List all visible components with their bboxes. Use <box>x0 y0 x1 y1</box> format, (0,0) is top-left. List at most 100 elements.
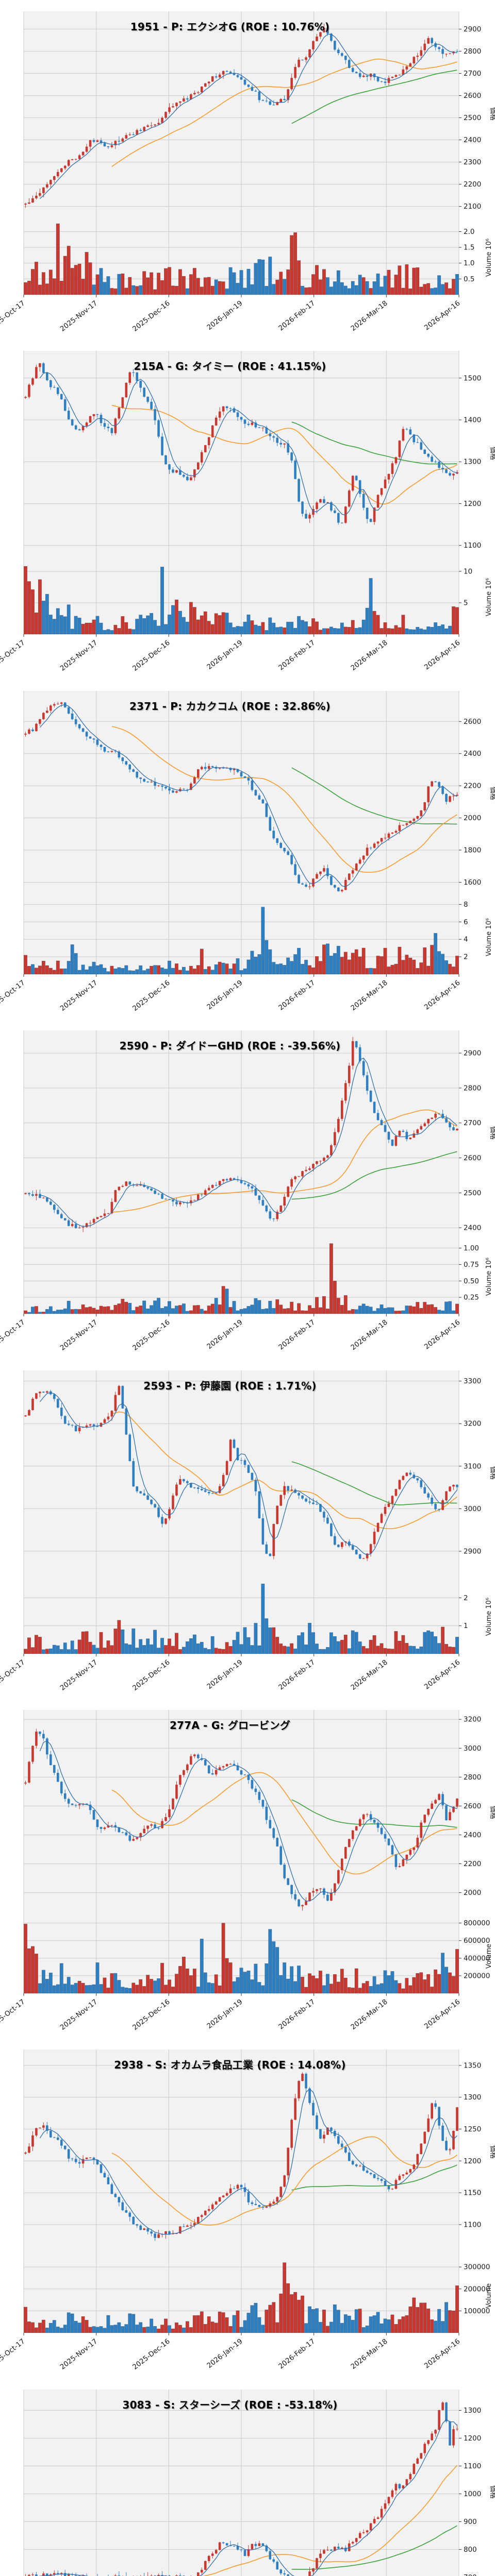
svg-text:1100: 1100 <box>464 2221 481 2229</box>
svg-text:2026-Mar-18: 2026-Mar-18 <box>349 1318 389 1352</box>
svg-text:2200: 2200 <box>464 180 481 189</box>
svg-text:Volume 10⁶: Volume 10⁶ <box>485 1258 493 1296</box>
svg-text:1200: 1200 <box>464 500 481 508</box>
svg-text:2400: 2400 <box>464 1831 481 1839</box>
svg-text:2000: 2000 <box>464 814 481 822</box>
svg-text:2800: 2800 <box>464 47 481 56</box>
svg-text:1300: 1300 <box>464 2406 481 2415</box>
svg-text:2025-Dec-16: 2025-Dec-16 <box>131 1997 172 2031</box>
svg-text:2500: 2500 <box>464 114 481 122</box>
svg-text:2026-Feb-17: 2026-Feb-17 <box>277 1997 317 2031</box>
stock-chart-277a-globing: 2025-Oct-17 2025-Nov-17 2025-Dec-16 2026-Ja… <box>0 1698 495 2039</box>
svg-text:6: 6 <box>464 918 468 926</box>
svg-text:価格: 価格 <box>489 2145 495 2159</box>
svg-text:2026-Mar-18: 2026-Mar-18 <box>349 299 389 333</box>
svg-text:3200: 3200 <box>464 1419 481 1428</box>
svg-text:2025-Dec-16: 2025-Dec-16 <box>131 1658 172 1692</box>
svg-text:1200: 1200 <box>464 2434 481 2443</box>
svg-text:2026-Jan-19: 2026-Jan-19 <box>205 299 244 332</box>
svg-text:900: 900 <box>464 2518 477 2526</box>
svg-text:1500: 1500 <box>464 375 481 383</box>
svg-text:2500: 2500 <box>464 1189 481 1197</box>
svg-text:8: 8 <box>464 901 468 909</box>
svg-text:2026-Mar-18: 2026-Mar-18 <box>349 639 389 672</box>
svg-text:価格: 価格 <box>489 107 495 121</box>
svg-text:0.50: 0.50 <box>464 1277 479 1285</box>
svg-text:2200: 2200 <box>464 1860 481 1868</box>
svg-text:2025-Dec-16: 2025-Dec-16 <box>131 978 172 1012</box>
svg-text:2026-Feb-17: 2026-Feb-17 <box>277 639 317 672</box>
svg-text:1350: 1350 <box>464 2062 481 2070</box>
svg-text:2026-Apr-16: 2026-Apr-16 <box>423 1318 462 1351</box>
candlestick-volume-plot: 2025-Oct-17 2025-Nov-17 2025-Dec-16 2026-Ja… <box>0 690 495 1013</box>
svg-text:2026-Feb-17: 2026-Feb-17 <box>277 2337 317 2371</box>
svg-text:2026-Jan-19: 2026-Jan-19 <box>205 639 244 672</box>
svg-text:2026-Apr-16: 2026-Apr-16 <box>423 299 462 332</box>
svg-text:2026-Feb-17: 2026-Feb-17 <box>277 978 317 1012</box>
svg-text:2600: 2600 <box>464 718 481 726</box>
svg-text:0.5: 0.5 <box>464 275 474 283</box>
svg-text:1400: 1400 <box>464 416 481 425</box>
svg-text:1200: 1200 <box>464 2157 481 2165</box>
svg-text:5: 5 <box>464 599 468 607</box>
stock-chart-2593-itoen: 2025-Oct-17 2025-Nov-17 2025-Dec-16 2026-Ja… <box>0 1359 495 1699</box>
svg-text:価格: 価格 <box>489 1126 495 1140</box>
svg-text:100000: 100000 <box>464 2307 490 2315</box>
svg-text:2000: 2000 <box>464 1889 481 1897</box>
svg-text:2.0: 2.0 <box>464 228 474 236</box>
svg-text:2025-Nov-17: 2025-Nov-17 <box>59 299 100 333</box>
svg-text:800000: 800000 <box>464 1919 490 1927</box>
svg-text:1100: 1100 <box>464 2462 481 2470</box>
svg-text:800: 800 <box>464 2546 477 2554</box>
candlestick-volume-plot: 2025-Oct-17 2025-Nov-17 2025-Dec-16 2026-Ja… <box>0 11 495 333</box>
svg-text:200000: 200000 <box>464 1972 490 1980</box>
svg-text:600000: 600000 <box>464 1937 490 1945</box>
svg-text:2700: 2700 <box>464 1119 481 1127</box>
svg-text:価格: 価格 <box>489 1806 495 1819</box>
stock-chart-2590-dydo: 2025-Oct-17 2025-Nov-17 2025-Dec-16 2026-Ja… <box>0 1019 495 1359</box>
svg-text:2026-Apr-16: 2026-Apr-16 <box>423 2337 462 2370</box>
svg-text:2026-Mar-18: 2026-Mar-18 <box>349 1997 389 2031</box>
svg-text:2025-Nov-17: 2025-Nov-17 <box>59 1997 100 2031</box>
svg-text:3000: 3000 <box>464 1744 481 1753</box>
svg-text:Volume 10⁶: Volume 10⁶ <box>485 918 493 956</box>
svg-text:2025-Dec-16: 2025-Dec-16 <box>131 2337 172 2371</box>
svg-text:1300: 1300 <box>464 2094 481 2102</box>
svg-text:Volume 10⁶: Volume 10⁶ <box>485 578 493 616</box>
svg-text:1300: 1300 <box>464 458 481 466</box>
svg-text:2025-Oct-17: 2025-Oct-17 <box>0 1997 26 2031</box>
svg-text:400000: 400000 <box>464 1954 490 1962</box>
svg-text:1.00: 1.00 <box>464 1244 479 1252</box>
svg-text:1800: 1800 <box>464 846 481 854</box>
svg-text:2025-Nov-17: 2025-Nov-17 <box>59 2337 100 2371</box>
svg-text:2025-Dec-16: 2025-Dec-16 <box>131 299 172 333</box>
svg-text:700: 700 <box>464 2573 477 2576</box>
svg-text:1250: 1250 <box>464 2125 481 2133</box>
svg-text:2025-Oct-17: 2025-Oct-17 <box>0 639 26 672</box>
svg-text:Volume: Volume <box>485 2283 493 2308</box>
svg-text:2026-Jan-19: 2026-Jan-19 <box>205 1997 244 2030</box>
svg-text:2400: 2400 <box>464 1224 481 1232</box>
svg-text:2400: 2400 <box>464 136 481 144</box>
svg-text:2025-Nov-17: 2025-Nov-17 <box>59 1318 100 1352</box>
svg-text:2026-Jan-19: 2026-Jan-19 <box>205 978 244 1011</box>
svg-text:2400: 2400 <box>464 750 481 758</box>
svg-text:価格: 価格 <box>489 1466 495 1480</box>
svg-text:2026-Mar-18: 2026-Mar-18 <box>349 978 389 1012</box>
svg-text:2: 2 <box>464 1594 468 1602</box>
svg-text:Volume 10⁶: Volume 10⁶ <box>485 1597 493 1635</box>
svg-text:4: 4 <box>464 936 468 944</box>
svg-text:2100: 2100 <box>464 202 481 211</box>
svg-text:価格: 価格 <box>489 447 495 460</box>
svg-text:2900: 2900 <box>464 1049 481 1058</box>
svg-text:1150: 1150 <box>464 2189 481 2197</box>
svg-text:2900: 2900 <box>464 1547 481 1555</box>
candlestick-volume-plot: 2025-Oct-17 2025-Nov-17 2025-Dec-16 2026-Ja… <box>0 1709 495 2032</box>
svg-text:3000: 3000 <box>464 1504 481 1513</box>
svg-text:2026-Jan-19: 2026-Jan-19 <box>205 1318 244 1351</box>
stock-chart-1951-exio: 2025-Oct-17 2025-Nov-17 2025-Dec-16 2026-Ja… <box>0 0 495 340</box>
svg-text:2026-Jan-19: 2026-Jan-19 <box>205 2337 244 2370</box>
stock-chart-2938-okamura-foods: 2025-Oct-17 2025-Nov-17 2025-Dec-16 2026-Ja… <box>0 2038 495 2378</box>
svg-text:2025-Oct-17: 2025-Oct-17 <box>0 978 26 1012</box>
